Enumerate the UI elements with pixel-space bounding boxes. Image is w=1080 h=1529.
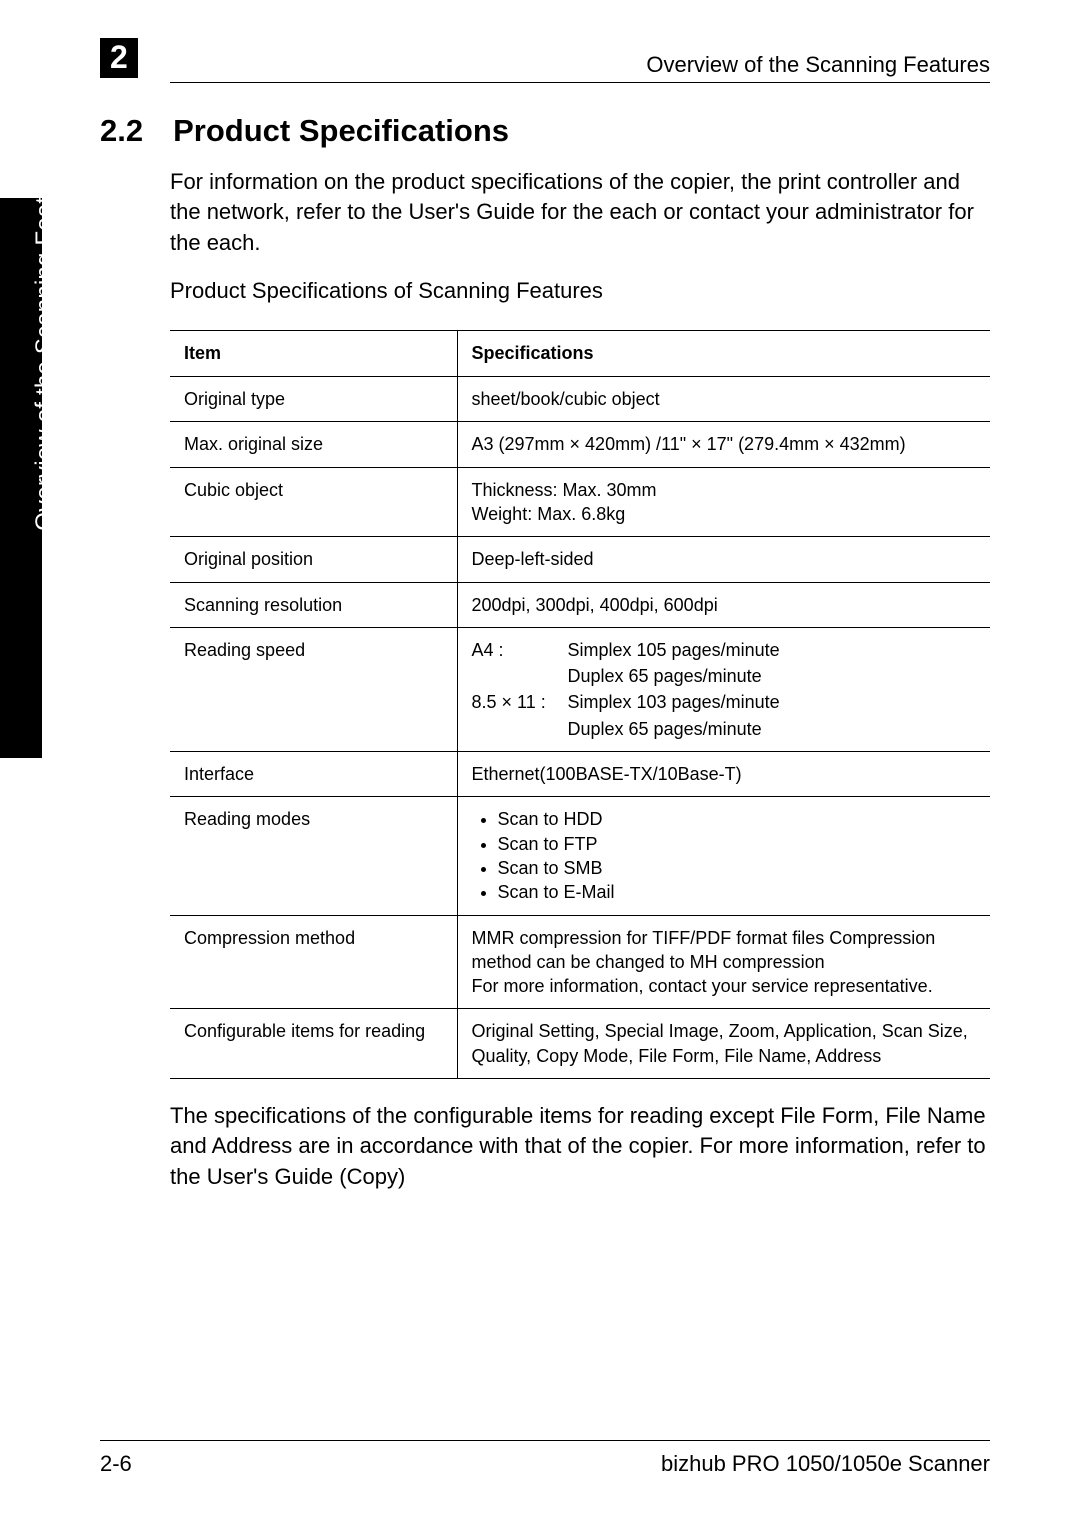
section-heading: 2.2 Product Specifications [100, 113, 990, 149]
table-header-row: Item Specifications [170, 331, 990, 377]
rs-letter-duplex: Duplex 65 pages/minute [568, 717, 981, 741]
table-row: Max. original size A3 (297mm × 420mm) /1… [170, 422, 990, 467]
cell-item: Compression method [170, 915, 457, 1009]
cell-item: Cubic object [170, 467, 457, 537]
table-row: Original position Deep-left-sided [170, 537, 990, 582]
cell-spec: Original Setting, Special Image, Zoom, A… [457, 1009, 990, 1079]
cell-spec: Thickness: Max. 30mm Weight: Max. 6.8kg [457, 467, 990, 537]
cell-spec: Deep-left-sided [457, 537, 990, 582]
rs-a4-simplex: Simplex 105 pages/minute [568, 638, 981, 662]
cell-item: Max. original size [170, 422, 457, 467]
mode-ftp: Scan to FTP [498, 832, 981, 856]
table-row: Scanning resolution 200dpi, 300dpi, 400d… [170, 582, 990, 627]
mode-hdd: Scan to HDD [498, 807, 981, 831]
page-footer: 2-6 bizhub PRO 1050/1050e Scanner [100, 1440, 990, 1477]
table-row: Interface Ethernet(100BASE-TX/10Base-T) [170, 752, 990, 797]
cell-spec: A4 : Simplex 105 pages/minute Duplex 65 … [457, 627, 990, 751]
cell-item: Original type [170, 377, 457, 422]
table-caption: Product Specifications of Scanning Featu… [170, 278, 990, 304]
header-title: Overview of the Scanning Features [646, 52, 990, 78]
cell-spec: sheet/book/cubic object [457, 377, 990, 422]
chapter-side-tab-label: Overview of the Scanning Features Chapte… [31, 0, 59, 554]
col-header-spec: Specifications [457, 331, 990, 377]
cell-item: Original position [170, 537, 457, 582]
table-row: Reading speed A4 : Simplex 105 pages/min… [170, 627, 990, 751]
mode-smb: Scan to SMB [498, 856, 981, 880]
table-row: Cubic object Thickness: Max. 30mm Weight… [170, 467, 990, 537]
reading-modes-list: Scan to HDD Scan to FTP Scan to SMB Scan… [472, 807, 981, 904]
section-number: 2.2 [100, 113, 143, 149]
cubic-weight: Weight: Max. 6.8kg [472, 502, 981, 526]
page-number: 2-6 [100, 1451, 132, 1477]
cell-spec: MMR compression for TIFF/PDF format file… [457, 915, 990, 1009]
cell-item: Reading modes [170, 797, 457, 915]
rs-letter-simplex: Simplex 103 pages/minute [568, 690, 981, 714]
intro-paragraph: For information on the product specifica… [170, 167, 990, 258]
table-row: Configurable items for reading Original … [170, 1009, 990, 1079]
mode-email: Scan to E-Mail [498, 880, 981, 904]
cell-item: Reading speed [170, 627, 457, 751]
table-row: Original type sheet/book/cubic object [170, 377, 990, 422]
page-header: 2 Overview of the Scanning Features [170, 38, 990, 83]
product-name: bizhub PRO 1050/1050e Scanner [661, 1451, 990, 1477]
reading-speed-grid: A4 : Simplex 105 pages/minute Duplex 65 … [472, 638, 981, 741]
cell-spec: 200dpi, 300dpi, 400dpi, 600dpi [457, 582, 990, 627]
side-tab-feature: Overview of the Scanning Features [31, 149, 58, 530]
section-title: Product Specifications [173, 113, 509, 149]
side-tab-chapter: Chapter 2 [31, 17, 58, 124]
page: Overview of the Scanning Features Chapte… [0, 0, 1080, 1529]
table-row: Reading modes Scan to HDD Scan to FTP Sc… [170, 797, 990, 915]
below-table-paragraph: The specifications of the configurable i… [170, 1101, 990, 1192]
spec-table: Item Specifications Original type sheet/… [170, 330, 990, 1079]
rs-a4-duplex: Duplex 65 pages/minute [568, 664, 981, 688]
col-header-item: Item [170, 331, 457, 377]
cell-spec: Ethernet(100BASE-TX/10Base-T) [457, 752, 990, 797]
cell-spec: Scan to HDD Scan to FTP Scan to SMB Scan… [457, 797, 990, 915]
rs-letter-label: 8.5 × 11 : [472, 690, 562, 714]
cubic-thickness: Thickness: Max. 30mm [472, 478, 981, 502]
cell-item: Scanning resolution [170, 582, 457, 627]
chapter-number-box: 2 [100, 38, 138, 78]
table-row: Compression method MMR compression for T… [170, 915, 990, 1009]
rs-a4-label: A4 : [472, 638, 562, 662]
cell-item: Configurable items for reading [170, 1009, 457, 1079]
cell-item: Interface [170, 752, 457, 797]
cell-spec: A3 (297mm × 420mm) /11" × 17" (279.4mm ×… [457, 422, 990, 467]
